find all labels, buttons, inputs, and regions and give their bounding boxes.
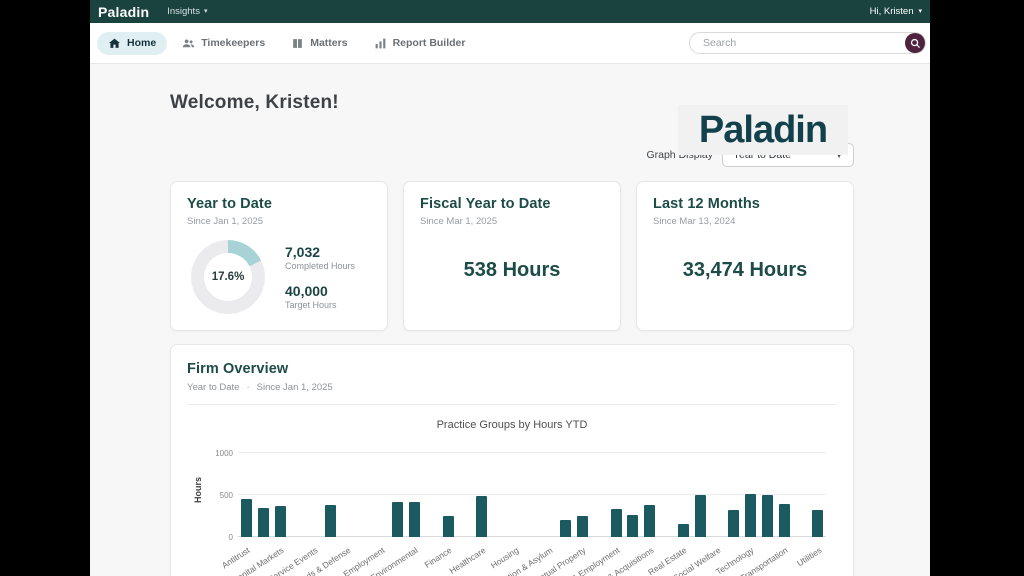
- top-bar: Paladin Insights ▾ Hi, Kristen ▾: [90, 0, 930, 23]
- search-icon: [910, 38, 920, 48]
- subtitle-period: Year to Date: [187, 382, 240, 393]
- bar: [392, 502, 404, 537]
- firm-overview-card: Firm Overview Year to Date · Since Jan 1…: [170, 344, 854, 576]
- book-icon: [293, 38, 303, 48]
- stat-value: 7,032: [285, 244, 321, 260]
- paladin-logo: Paladin: [678, 105, 848, 155]
- tab-report-builder[interactable]: Report Builder: [363, 32, 477, 55]
- bar-chart-icon: [375, 38, 385, 48]
- gridline: [238, 494, 826, 495]
- brand-logo: Paladin: [98, 3, 150, 20]
- bar: [560, 520, 572, 537]
- target-hours-stat: 40,000 Target Hours: [285, 283, 355, 310]
- bar: [408, 501, 420, 537]
- card-title: Fiscal Year to Date: [420, 196, 551, 212]
- card-subtitle: Since Mar 1, 2025: [420, 216, 498, 227]
- gridline: [238, 452, 826, 453]
- search-button[interactable]: [905, 33, 925, 53]
- insights-menu-label: Insights: [167, 6, 200, 17]
- y-axis-tick: 0: [228, 533, 233, 542]
- insights-menu[interactable]: Insights ▾: [167, 6, 207, 17]
- bar: [442, 515, 454, 537]
- people-icon: [183, 38, 195, 47]
- card-subtitle: Since Jan 1, 2025: [187, 216, 264, 227]
- bar: [778, 503, 790, 537]
- chevron-down-icon: ▾: [918, 8, 922, 15]
- tab-label: Timekeepers: [201, 37, 266, 49]
- completed-hours-stat: 7,032 Completed Hours: [285, 244, 355, 271]
- subtitle-separator: ·: [246, 382, 250, 393]
- bar: [812, 509, 824, 537]
- card-title: Year to Date: [187, 196, 273, 212]
- page-title: Welcome, Kristen!: [170, 92, 339, 113]
- stat-label: Completed Hours: [285, 261, 356, 271]
- tab-timekeepers[interactable]: Timekeepers: [171, 32, 276, 55]
- stat-value: 40,000: [285, 283, 328, 299]
- bar: [476, 495, 488, 537]
- card-title: Last 12 Months: [653, 196, 760, 212]
- stat-label: Target Hours: [285, 300, 337, 310]
- bar: [240, 499, 252, 537]
- bar: [761, 495, 773, 537]
- bar: [644, 504, 656, 537]
- metric-value: 538 Hours: [463, 259, 561, 281]
- user-menu[interactable]: Hi, Kristen ▾: [870, 6, 922, 17]
- chart-plot-area: [238, 452, 826, 537]
- bar: [324, 505, 336, 537]
- subtitle-since: Since Jan 1, 2025: [256, 382, 333, 393]
- metric-value: 33,474 Hours: [682, 259, 808, 281]
- firm-overview-title: Firm Overview: [187, 361, 289, 377]
- tab-home[interactable]: Home: [97, 31, 168, 55]
- tab-label: Report Builder: [392, 37, 466, 49]
- donut-chart: 17.6%: [191, 240, 265, 314]
- chevron-down-icon: ▼: [835, 150, 843, 160]
- firm-overview-subtitle: Year to Date · Since Jan 1, 2025: [187, 382, 837, 393]
- divider: [187, 404, 837, 405]
- bar: [274, 505, 286, 537]
- chevron-down-icon: ▾: [203, 8, 208, 15]
- tab-label: Matters: [310, 37, 348, 49]
- y-axis-tick: 1000: [215, 449, 233, 458]
- x-axis-tick-label: Utilities: [794, 545, 824, 569]
- bar: [744, 493, 756, 537]
- card-subtitle: Since Mar 13, 2024: [653, 216, 736, 227]
- card-fiscal-year-to-date: Fiscal Year to Date Since Mar 1, 2025 53…: [403, 181, 621, 331]
- x-axis-tick-label: Healthcare: [447, 545, 488, 576]
- search-field: [689, 32, 926, 54]
- tab-matters[interactable]: Matters: [280, 32, 358, 55]
- tab-label: Home: [127, 37, 157, 49]
- card-last-12-months: Last 12 Months Since Mar 13, 2024 33,474…: [636, 181, 854, 331]
- chart-title: Practice Groups by Hours YTD: [436, 419, 588, 431]
- bar: [627, 514, 639, 537]
- home-icon: [109, 38, 120, 48]
- user-menu-label: Hi, Kristen: [869, 6, 914, 17]
- card-year-to-date: Year to Date Since Jan 1, 2025 17.6% 7,0…: [170, 181, 388, 331]
- search-input[interactable]: [689, 32, 926, 54]
- bar: [694, 494, 706, 537]
- main-content: Welcome, Kristen! Paladin Graph Display …: [90, 92, 930, 576]
- y-axis-tick: 500: [219, 491, 233, 500]
- app-window: Paladin Insights ▾ Hi, Kristen ▾ Home Ti…: [90, 0, 930, 576]
- paladin-logo-text: Paladin: [698, 108, 828, 151]
- bar: [728, 509, 740, 537]
- bar: [576, 516, 588, 537]
- nav-bar: Home Timekeepers Matters Report Builder: [90, 23, 930, 64]
- metric-cards-row: Year to Date Since Jan 1, 2025 17.6% 7,0…: [170, 181, 854, 331]
- bar: [257, 508, 269, 537]
- bar: [610, 509, 622, 537]
- bar: [677, 523, 689, 537]
- gridline: [238, 536, 826, 537]
- donut-percentage: 17.6%: [204, 253, 252, 301]
